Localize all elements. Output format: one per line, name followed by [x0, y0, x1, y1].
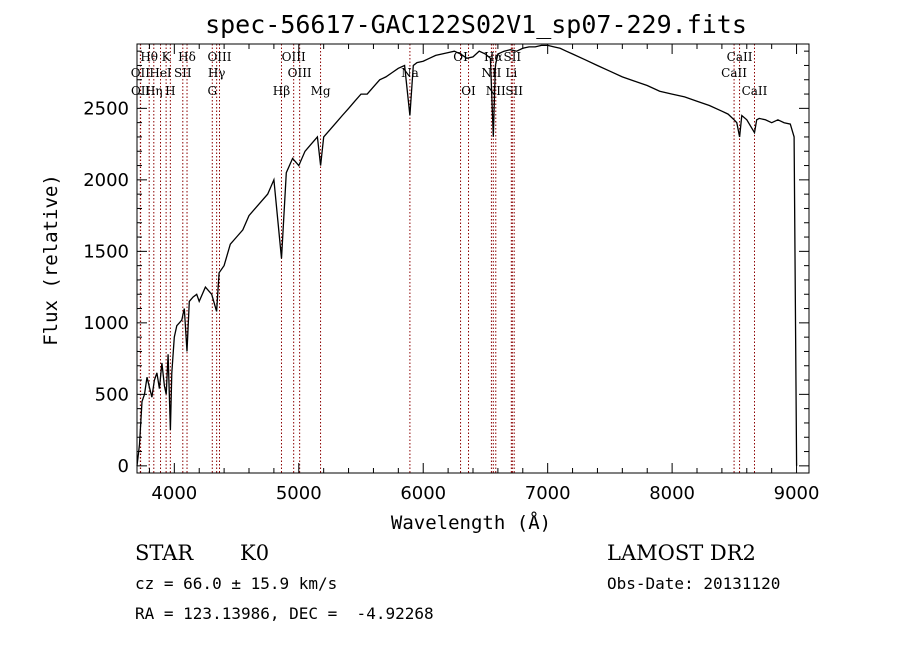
- y-tick-label: 500: [95, 384, 129, 405]
- line-marker-label: Hβ: [273, 84, 290, 98]
- x-tick-label: 8000: [649, 483, 695, 504]
- line-marker-label: NII: [486, 84, 506, 98]
- line-marker-label: K: [162, 50, 172, 64]
- line-marker-label: OII: [131, 84, 151, 98]
- y-tick-label: 0: [118, 456, 129, 477]
- x-axis-label: Wavelength (Å): [391, 511, 551, 534]
- observation-date: Obs-Date: 20131120: [607, 574, 780, 593]
- line-marker-label: Na: [401, 66, 419, 80]
- spectrum-series-line: [136, 44, 798, 466]
- line-marker-label: CaII: [721, 66, 747, 80]
- line-marker-label: OIII: [207, 50, 231, 64]
- y-axis-label: Flux (relative): [40, 174, 62, 346]
- sky-coordinates: RA = 123.13986, DEC = -4.92268: [135, 604, 434, 623]
- line-marker-label: Mg: [311, 84, 331, 98]
- line-marker-label: CaII: [742, 84, 768, 98]
- x-tick-label: 4000: [151, 483, 197, 504]
- y-tick-label: 1500: [83, 241, 129, 262]
- object-subclass: K0: [240, 541, 269, 565]
- object-class: STAR: [135, 541, 194, 565]
- line-marker-label: Hδ: [178, 50, 196, 64]
- line-marker-label: Hγ: [208, 66, 226, 80]
- line-marker-label: OIII: [282, 50, 306, 64]
- line-marker-label: OI: [461, 84, 476, 98]
- plot-frame: [136, 43, 810, 474]
- line-marker-label: OIII: [288, 66, 312, 80]
- x-tick-label: 6000: [400, 483, 446, 504]
- x-axis-ticks: 4000 5000 6000 7000 8000 9000: [148, 44, 820, 504]
- survey-name: LAMOST DR2: [607, 541, 756, 565]
- line-marker-label: HeI: [149, 66, 172, 80]
- x-tick-label: 5000: [276, 483, 322, 504]
- line-marker-label: H: [165, 84, 175, 98]
- line-marker-label: CaII: [727, 50, 753, 64]
- y-axis-ticks: 0 500 1000 1500 2000 2500: [83, 50, 809, 477]
- line-marker-label: OI: [453, 50, 468, 64]
- y-tick-label: 2000: [83, 170, 129, 191]
- line-marker-label: SII: [505, 84, 523, 98]
- line-marker-label: SII: [503, 50, 521, 64]
- x-tick-label: 9000: [774, 483, 820, 504]
- y-tick-label: 2500: [83, 98, 129, 119]
- chart-title: spec-56617-GAC122S02V1_sp07-229.fits: [205, 10, 747, 39]
- line-marker-label: Li: [505, 66, 517, 80]
- line-marker-label: Hθ: [140, 50, 158, 64]
- line-marker-label: Hα: [484, 50, 503, 64]
- redshift-velocity: cz = 66.0 ± 15.9 km/s: [135, 574, 337, 593]
- line-marker-label: Hη: [145, 84, 163, 98]
- y-tick-label: 1000: [83, 313, 129, 334]
- x-tick-label: 7000: [525, 483, 571, 504]
- line-marker-label: OII: [131, 66, 151, 80]
- line-marker-group: [139, 44, 755, 473]
- line-marker-label: SII: [174, 66, 192, 80]
- line-marker-label: G: [207, 84, 217, 98]
